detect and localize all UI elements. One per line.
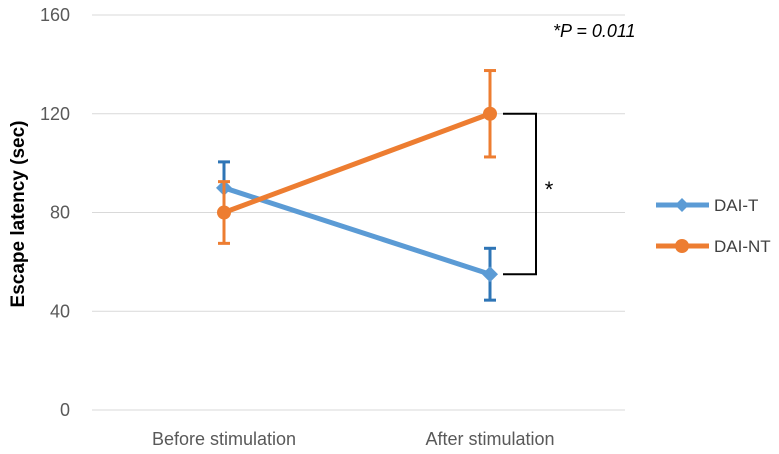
significance-bracket [503, 112, 537, 276]
gridlines [92, 14, 625, 411]
series-layer [216, 69, 498, 302]
series-line-dai-t [223, 185, 491, 277]
x-tick-label-2: After stimulation [425, 429, 554, 449]
legend-marker-dai-nt [675, 239, 689, 253]
x-tick-label-1: Before stimulation [152, 429, 296, 449]
data-point-dai-t-2 [482, 266, 498, 283]
y-tick-label-40: 40 [50, 301, 70, 321]
y-tick-label-120: 120 [40, 104, 70, 124]
y-axis-ticks: 0 40 80 120 160 [40, 5, 70, 420]
data-point-dai-nt-1 [217, 205, 231, 220]
y-tick-label-160: 160 [40, 5, 70, 25]
x-axis-ticks: Before stimulation After stimulation [152, 429, 555, 449]
data-point-dai-nt-2 [483, 106, 497, 121]
p-value-annotation: *P = 0.011 [553, 21, 636, 41]
legend: DAI-T DAI-NT [656, 196, 771, 256]
series-line-dai-nt [223, 111, 491, 215]
legend-label-dai-nt: DAI-NT [714, 237, 771, 256]
y-tick-label-80: 80 [50, 203, 70, 223]
significance-star: * [545, 177, 554, 202]
y-tick-label-0: 0 [60, 400, 70, 420]
legend-marker-dai-t [675, 198, 689, 212]
y-axis-label: Escape latency (sec) [8, 121, 29, 308]
legend-label-dai-t: DAI-T [714, 196, 758, 215]
bracket-line [503, 112, 537, 276]
